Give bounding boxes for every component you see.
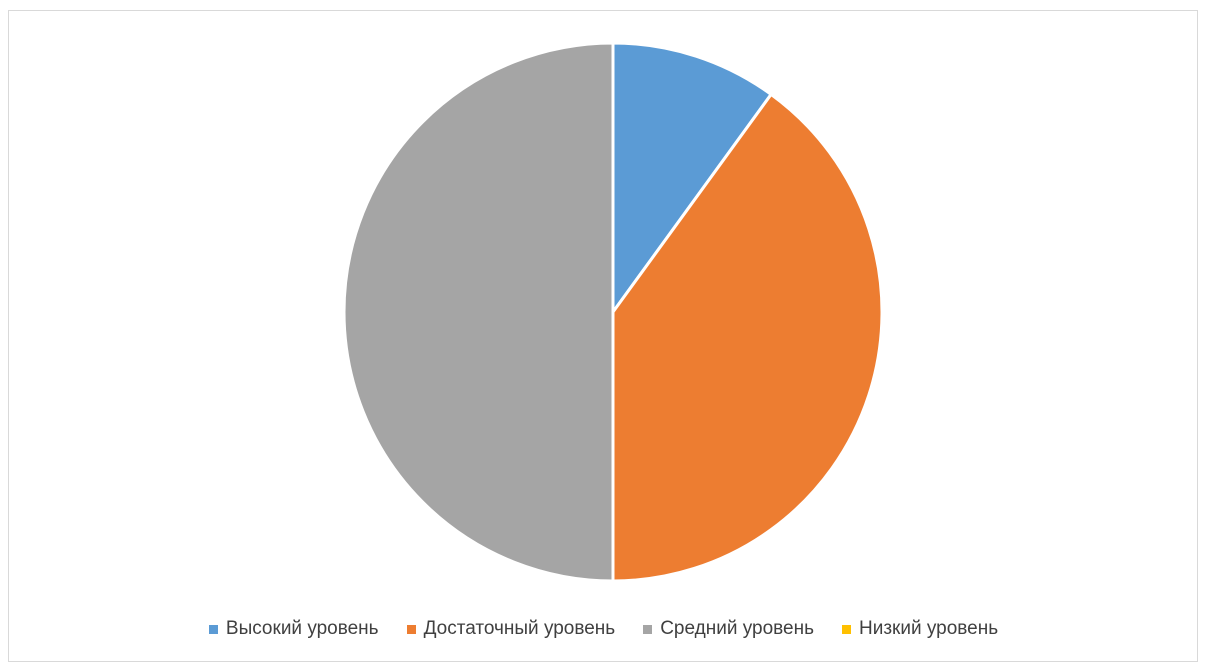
legend-swatch-high [208, 624, 218, 634]
legend-label-sufficient: Достаточный уровень [423, 618, 616, 639]
legend-swatch-sufficient [406, 624, 416, 634]
legend-swatch-low [841, 624, 851, 634]
legend-item-high: Высокий уровень [208, 618, 379, 640]
legend-item-low: Низкий уровень [841, 618, 999, 640]
slice-medium [342, 41, 615, 583]
legend-item-medium: Средний уровень [643, 618, 814, 640]
legend-swatch-medium [643, 624, 653, 634]
legend-label-low: Низкий уровень [858, 618, 999, 639]
legend-label-medium: Средний уровень [660, 618, 814, 639]
slice-sufficient [611, 92, 884, 583]
legend-item-sufficient: Достаточный уровень [406, 618, 616, 640]
legend-label-high: Высокий уровень [225, 618, 379, 639]
slice-high [611, 41, 773, 314]
chart-legend: Высокий уровень Достаточный уровень Сред… [0, 618, 1207, 640]
